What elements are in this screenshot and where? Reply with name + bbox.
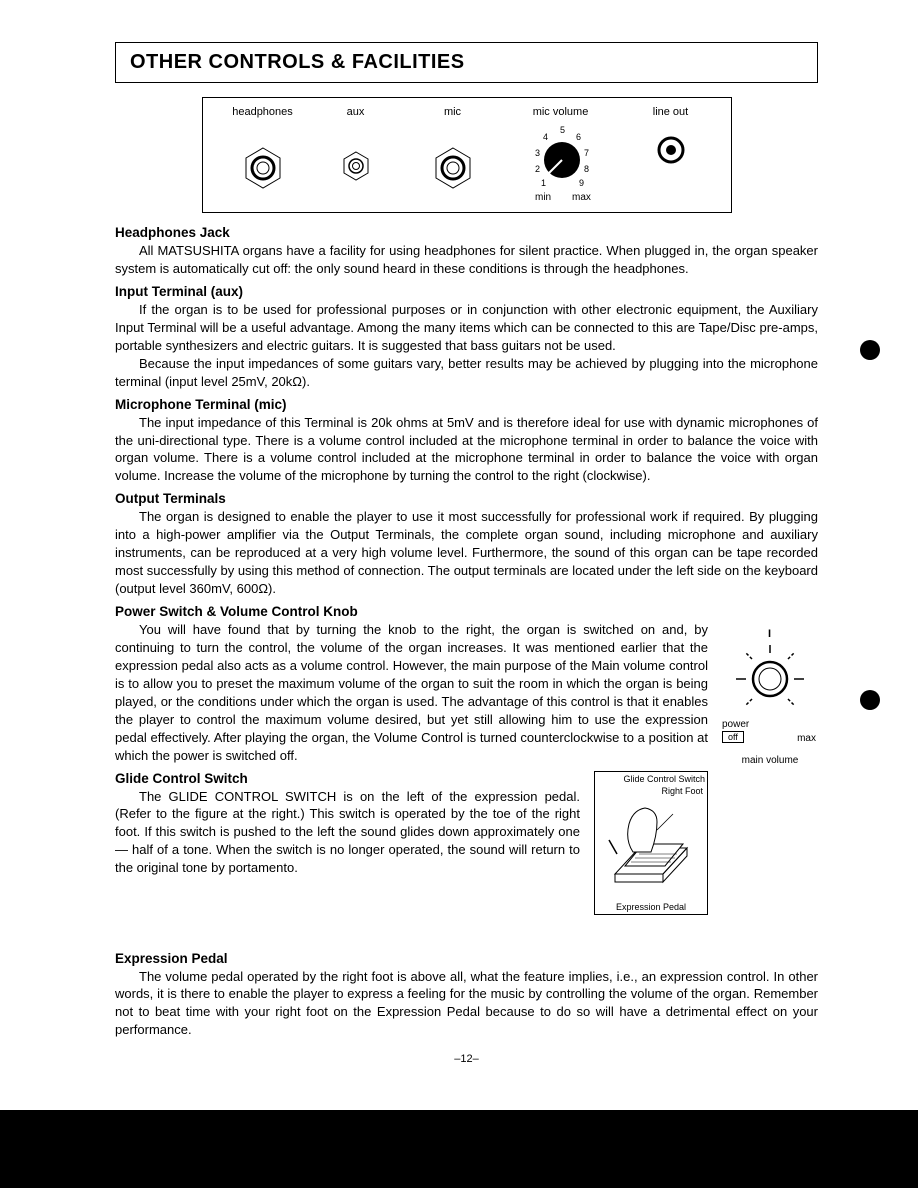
- text-headphones: All MATSUSHITA organs have a facility fo…: [115, 242, 818, 278]
- section-glide: Glide Control Switch Right Foot Express: [115, 771, 818, 878]
- page-title: OTHER CONTROLS & FACILITIES: [130, 51, 803, 74]
- aux-jack-icon: [340, 150, 372, 182]
- svg-text:8: 8: [584, 164, 589, 174]
- text-power: You will have found that by turning the …: [115, 621, 818, 765]
- power-knob-figure: I power off max main volume: [722, 627, 818, 767]
- text-expression: The volume pedal operated by the right f…: [115, 968, 818, 1040]
- svg-text:I: I: [768, 628, 771, 640]
- text-output: The organ is designed to enable the play…: [115, 508, 818, 598]
- binder-hole-icon: [860, 340, 880, 360]
- svg-text:3: 3: [535, 148, 540, 158]
- svg-text:max: max: [572, 192, 591, 203]
- heading-headphones: Headphones Jack: [115, 225, 818, 240]
- section-output: Output Terminals The organ is designed t…: [115, 491, 818, 598]
- svg-text:4: 4: [543, 132, 548, 142]
- heading-glide: Glide Control Switch: [115, 771, 818, 786]
- mic-jack-icon: [431, 146, 475, 190]
- svg-text:9: 9: [579, 178, 584, 188]
- label-mic: mic: [413, 106, 493, 118]
- section-expression: Expression Pedal The volume pedal operat…: [115, 951, 818, 1040]
- heading-aux: Input Terminal (aux): [115, 284, 818, 299]
- svg-text:6: 6: [576, 132, 581, 142]
- text-aux-2: Because the input impedances of some gui…: [115, 355, 818, 391]
- section-mic: Microphone Terminal (mic) The input impe…: [115, 397, 818, 486]
- text-aux-1: If the organ is to be used for professio…: [115, 301, 818, 355]
- heading-expression: Expression Pedal: [115, 951, 818, 966]
- bottom-black-bar: [0, 1110, 918, 1188]
- section-headphones: Headphones Jack All MATSUSHITA organs ha…: [115, 225, 818, 278]
- glide-figure: Glide Control Switch Right Foot Express: [594, 771, 708, 915]
- label-aux: aux: [316, 106, 396, 118]
- off-label: off: [722, 731, 744, 743]
- heading-output: Output Terminals: [115, 491, 818, 506]
- label-line-out: line out: [631, 106, 711, 118]
- mic-volume-knob-icon: 1 2 3 4 5 6 7 8 9 min max: [526, 120, 598, 208]
- text-mic: The input impedance of this Terminal is …: [115, 414, 818, 486]
- main-volume-label: main volume: [722, 755, 818, 766]
- max-label: max: [797, 733, 816, 744]
- section-aux: Input Terminal (aux) If the organ is to …: [115, 284, 818, 391]
- heading-power: Power Switch & Volume Control Knob: [115, 604, 818, 619]
- glide-fig-foot: Right Foot: [595, 786, 707, 796]
- headphones-jack-icon: [241, 146, 285, 190]
- text-glide: The GLIDE CONTROL SWITCH is on the left …: [115, 788, 818, 878]
- title-box: OTHER CONTROLS & FACILITIES: [115, 42, 818, 83]
- glide-fig-pedal: Expression Pedal: [595, 902, 707, 912]
- power-label: power: [722, 719, 749, 730]
- label-mic-volume: mic volume: [521, 106, 601, 118]
- svg-text:7: 7: [584, 148, 589, 158]
- svg-text:min: min: [535, 192, 551, 203]
- glide-fig-title: Glide Control Switch: [595, 772, 707, 786]
- svg-text:5: 5: [560, 125, 565, 135]
- page-number: –12–: [115, 1053, 818, 1065]
- binder-hole-icon: [860, 690, 880, 710]
- line-out-jack-icon: [657, 136, 685, 164]
- heading-mic: Microphone Terminal (mic): [115, 397, 818, 412]
- svg-text:1: 1: [541, 178, 546, 188]
- section-power: Power Switch & Volume Control Knob I pow…: [115, 604, 818, 765]
- svg-text:2: 2: [535, 164, 540, 174]
- jack-panel-diagram: headphones aux mic mic volume line out 1…: [202, 97, 732, 213]
- label-headphones: headphones: [223, 106, 303, 118]
